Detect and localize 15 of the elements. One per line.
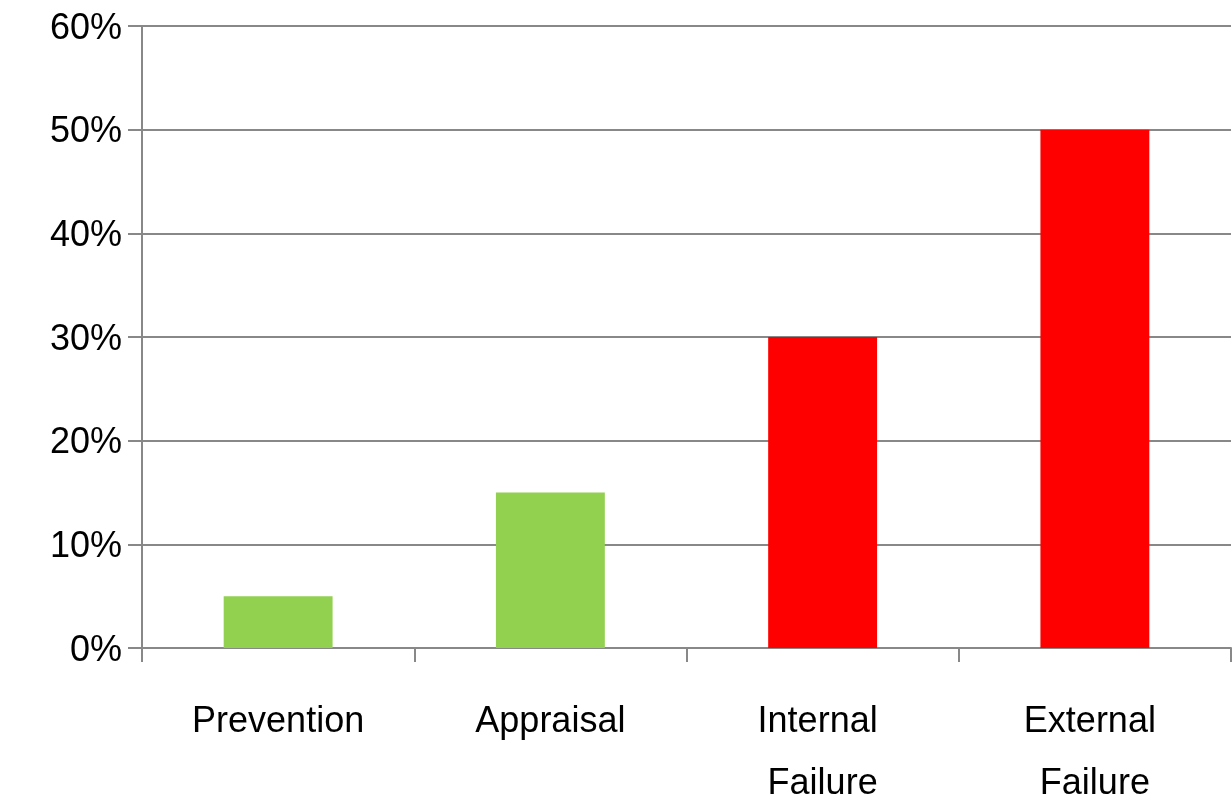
y-tick-label: 0% — [69, 627, 122, 669]
bar — [1040, 129, 1150, 648]
y-tick-label: 40% — [49, 212, 122, 254]
x-tick-label: Internal Failure — [757, 698, 888, 802]
y-tick-label: 60% — [49, 5, 122, 47]
y-tick-label: 10% — [49, 523, 122, 565]
x-tick-label: External Failure — [1023, 698, 1166, 802]
bar — [495, 492, 605, 648]
x-tick-label: Appraisal — [475, 698, 626, 740]
y-tick-label: 30% — [49, 316, 122, 358]
x-tick-label: Prevention — [192, 698, 365, 740]
bar — [223, 596, 333, 648]
bar — [768, 337, 878, 648]
y-tick-label: 20% — [49, 420, 122, 462]
y-tick-label: 50% — [49, 109, 122, 151]
